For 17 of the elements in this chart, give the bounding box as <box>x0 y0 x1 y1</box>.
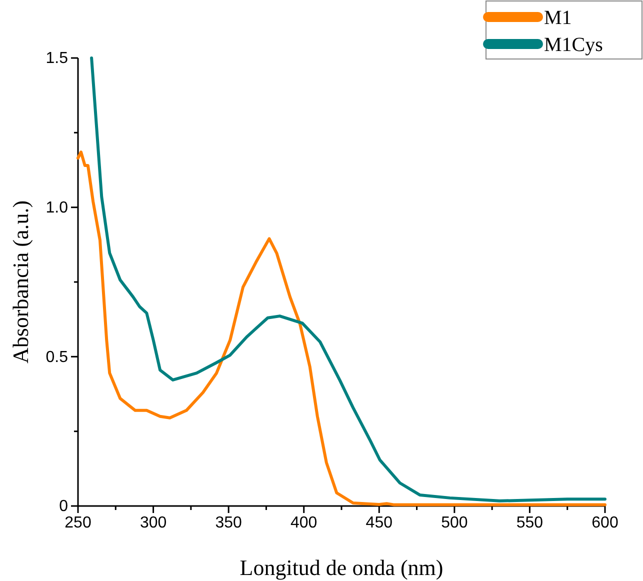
y-tick-label: 0.5 <box>46 348 68 366</box>
x-tick-label: 400 <box>290 514 318 532</box>
x-tick-label: 350 <box>215 514 242 532</box>
y-tick-label: 1.0 <box>46 199 68 216</box>
legend-label: M1Cys <box>544 34 604 56</box>
x-tick-label: 300 <box>140 514 167 532</box>
x-tick-label: 500 <box>441 514 468 532</box>
x-tick-label: 450 <box>366 514 393 532</box>
x-axis-title: Longitud de onda (nm) <box>240 555 444 580</box>
y-tick-label: 0 <box>59 498 68 516</box>
x-tick-label: 600 <box>592 514 618 532</box>
line-series <box>90 56 606 502</box>
y-tick-label: 1.5 <box>46 50 68 68</box>
x-tick-label: 550 <box>516 514 544 532</box>
legend-label: M1 <box>544 7 572 29</box>
x-tick-label: 250 <box>64 514 92 532</box>
y-axis-title: Absorbancia (a.u.) <box>8 200 33 364</box>
